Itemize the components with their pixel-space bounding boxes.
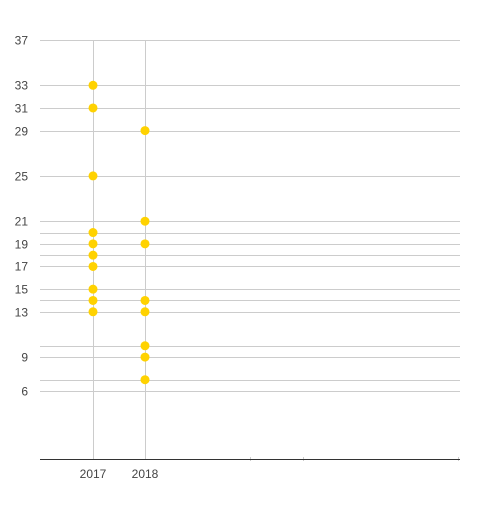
data-point (140, 307, 150, 317)
x-tick-label: 2018 (132, 467, 159, 481)
data-point (88, 250, 98, 260)
y-tick-label: 9 (21, 351, 28, 365)
y-tick-label: 25 (15, 170, 29, 184)
data-point (140, 239, 150, 249)
data-point (140, 341, 150, 351)
y-tick-label: 19 (15, 238, 29, 252)
y-tick-label: 13 (15, 306, 29, 320)
y-tick-label: 31 (15, 102, 29, 116)
data-point (140, 295, 150, 305)
data-point (88, 103, 98, 113)
data-point (88, 239, 98, 249)
y-tick-label: 17 (15, 260, 29, 274)
grid-layer (40, 40, 460, 461)
data-point (140, 352, 150, 362)
data-point (88, 284, 98, 294)
y-tick-label: 15 (15, 283, 29, 297)
y-tick-label: 29 (15, 125, 29, 139)
points-layer (88, 80, 150, 385)
y-tick-label: 37 (15, 34, 29, 48)
data-point (88, 171, 98, 181)
x-tick-label: 2017 (80, 467, 107, 481)
data-point (140, 375, 150, 385)
data-point (140, 216, 150, 226)
data-point (88, 261, 98, 271)
y-tick-label: 6 (21, 385, 28, 399)
axis-layer: 6 9 13 15 17 19 21 25 29 31 33 37 2017 2018 (15, 34, 460, 481)
data-point (88, 307, 98, 317)
data-point (88, 80, 98, 90)
data-point (88, 295, 98, 305)
data-point (140, 126, 150, 136)
data-point (88, 228, 98, 238)
y-tick-label: 21 (15, 215, 29, 229)
y-tick-label: 33 (15, 79, 29, 93)
